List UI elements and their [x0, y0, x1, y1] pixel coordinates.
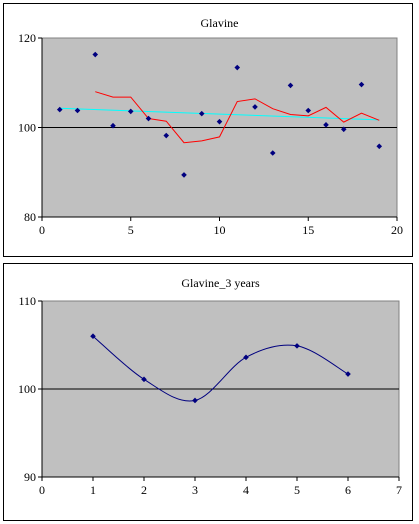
data-point: [358, 81, 365, 88]
data-point: [198, 110, 205, 117]
x-tick-label: 15: [302, 223, 314, 237]
data-point: [74, 107, 81, 114]
x-tick-label: 0: [39, 223, 45, 237]
data-point: [163, 132, 170, 139]
chart-title: Glavine_3 years: [181, 276, 260, 290]
y-tick-label: 90: [24, 470, 36, 484]
x-tick-label: 3: [192, 483, 198, 497]
trend-line: [59, 107, 380, 121]
data-point: [145, 115, 152, 122]
x-tick-label: 5: [294, 483, 300, 497]
data-point: [127, 108, 134, 115]
y-tick-label: 120: [18, 31, 36, 45]
data-point: [305, 107, 312, 114]
data-point: [234, 64, 241, 71]
x-tick-label: 6: [345, 483, 351, 497]
data-point: [216, 118, 223, 125]
data-point: [294, 343, 300, 349]
x-tick-label: 10: [214, 223, 226, 237]
chart-panel-glavine: Glavine 80 100 120 0 5 10 15 20: [3, 3, 413, 257]
chart-glavine-3-years: Glavine_3 years 90 100 110 0 1 2 3 4 5 6 7: [18, 276, 402, 497]
data-point: [376, 143, 383, 150]
data-point: [287, 82, 294, 89]
data-point: [323, 122, 329, 128]
data-point: [252, 104, 258, 110]
chart-panel-glavine-3-years: Glavine_3 years 90 100 110 0 1 2 3 4 5 6 7: [3, 263, 413, 521]
data-point: [181, 172, 187, 178]
x-tick-label: 1: [90, 483, 96, 497]
data-point: [92, 51, 99, 58]
data-point: [269, 150, 276, 156]
x-tick-label: 0: [39, 483, 45, 497]
y-tick-label: 110: [18, 294, 36, 308]
data-point: [192, 397, 198, 404]
chart-title: Glavine: [201, 16, 239, 30]
x-tick-label: 2: [141, 483, 147, 497]
y-tick-label: 100: [18, 121, 36, 135]
x-tick-label: 4: [243, 483, 249, 497]
x-tick-label: 5: [128, 223, 134, 237]
data-point: [110, 122, 116, 129]
moving-average-line: [95, 91, 380, 144]
series-line: [92, 335, 349, 402]
x-tick-label: 20: [391, 223, 403, 237]
y-tick-label: 100: [18, 382, 36, 396]
x-tick-label: 7: [396, 483, 402, 497]
data-point: [56, 106, 63, 113]
y-tick-label: 80: [24, 210, 36, 224]
chart-glavine: Glavine 80 100 120 0 5 10 15 20: [18, 16, 403, 237]
